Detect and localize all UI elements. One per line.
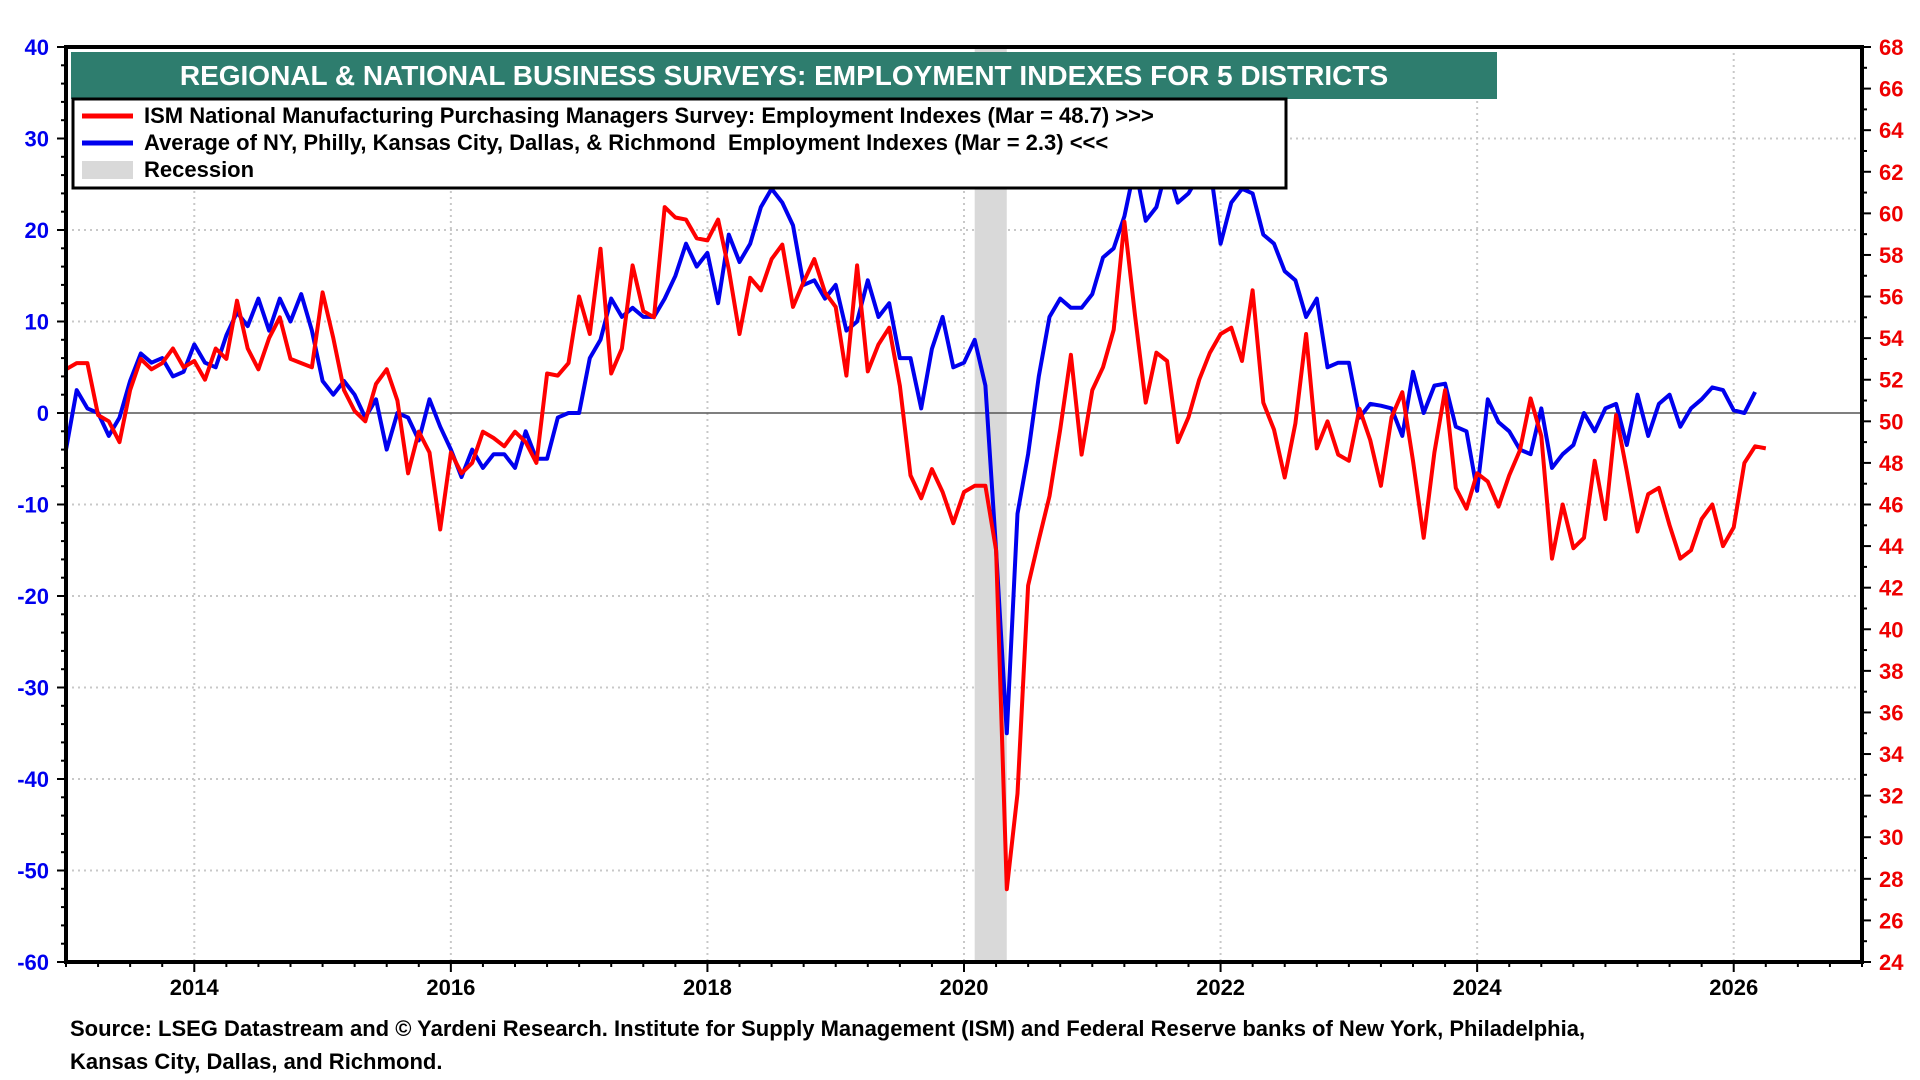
y-left-tick-label: 30 [25,127,49,152]
x-tick-label: 2014 [170,975,220,1000]
legend-label-average: Average of NY, Philly, Kansas City, Dall… [144,130,1108,155]
x-tick-label: 2026 [1709,975,1758,1000]
y-right-tick-label: 34 [1879,742,1904,767]
source-line-2: Kansas City, Dallas, and Richmond. [70,1049,443,1074]
y-right-tick-label: 30 [1879,825,1903,850]
y-right-tick-label: 26 [1879,908,1903,933]
series-line-average [66,163,1757,736]
y-right-tick-label: 44 [1879,534,1904,559]
title-banner [71,52,1497,99]
y-right-tick-label: 46 [1879,493,1903,518]
y-right-tick-label: 24 [1879,950,1904,975]
y-right-tick-label: 52 [1879,368,1903,393]
y-right-tick-label: 50 [1879,409,1903,434]
y-left-tick-label: -50 [17,859,49,884]
y-right-tick-label: 42 [1879,576,1903,601]
y-right-tick-label: 38 [1879,659,1903,684]
source-line-1: Source: LSEG Datastream and © Yardeni Re… [70,1016,1586,1041]
y-left-tick-label: -10 [17,493,49,518]
y-right-tick-label: 28 [1879,867,1903,892]
grid [66,47,1862,962]
series-group [66,163,1767,892]
y-right-tick-label: 54 [1879,326,1904,351]
y-left-tick-label: -30 [17,676,49,701]
x-tick-label: 2022 [1196,975,1245,1000]
y-right-tick-label: 32 [1879,784,1903,809]
x-tick-label: 2020 [940,975,989,1000]
x-tick-label: 2016 [426,975,475,1000]
legend-swatch-recession [82,161,133,179]
legend-label-recession: Recession [144,157,254,182]
y-right-tick-label: 36 [1879,700,1903,725]
y-right-tick-label: 64 [1879,118,1904,143]
y-right-tick-label: 68 [1879,35,1903,60]
recession-band [974,47,1007,962]
legend-box [71,97,1288,190]
y-left-tick-label: -40 [17,767,49,792]
y-left-tick-label: 40 [25,35,49,60]
y-right-tick-label: 66 [1879,77,1903,102]
x-tick-label: 2018 [683,975,732,1000]
x-tick-label: 2024 [1453,975,1503,1000]
y-right-tick-label: 48 [1879,451,1903,476]
y-right-tick-label: 62 [1879,160,1903,185]
y-left-tick-label: -20 [17,584,49,609]
series-line-ism [66,205,1767,892]
source-note: Source: LSEG Datastream and © Yardeni Re… [70,1012,1850,1078]
legend: ISM National Manufacturing Purchasing Ma… [71,97,1288,190]
y-left-tick-label: 20 [25,218,49,243]
y-right-tick-label: 40 [1879,617,1903,642]
chart-title: REGIONAL & NATIONAL BUSINESS SURVEYS: EM… [180,60,1388,91]
y-left-tick-label: -60 [17,950,49,975]
chart: 40 30 20 10 0 -10 -20 -30 -40 -50 -60 68 66 64 62 60 58 5… [17,35,1904,1000]
y-right-tick-label: 60 [1879,201,1903,226]
y-left-tick-label: 10 [25,310,49,335]
legend-label-ism: ISM National Manufacturing Purchasing Ma… [144,103,1154,128]
y-right-tick-label: 56 [1879,285,1903,310]
y-right-tick-label: 58 [1879,243,1903,268]
y-left-tick-label: 0 [37,401,49,426]
axes: 40 30 20 10 0 -10 -20 -30 -40 -50 -60 68 66 64 62 60 58 5… [17,35,1904,1000]
